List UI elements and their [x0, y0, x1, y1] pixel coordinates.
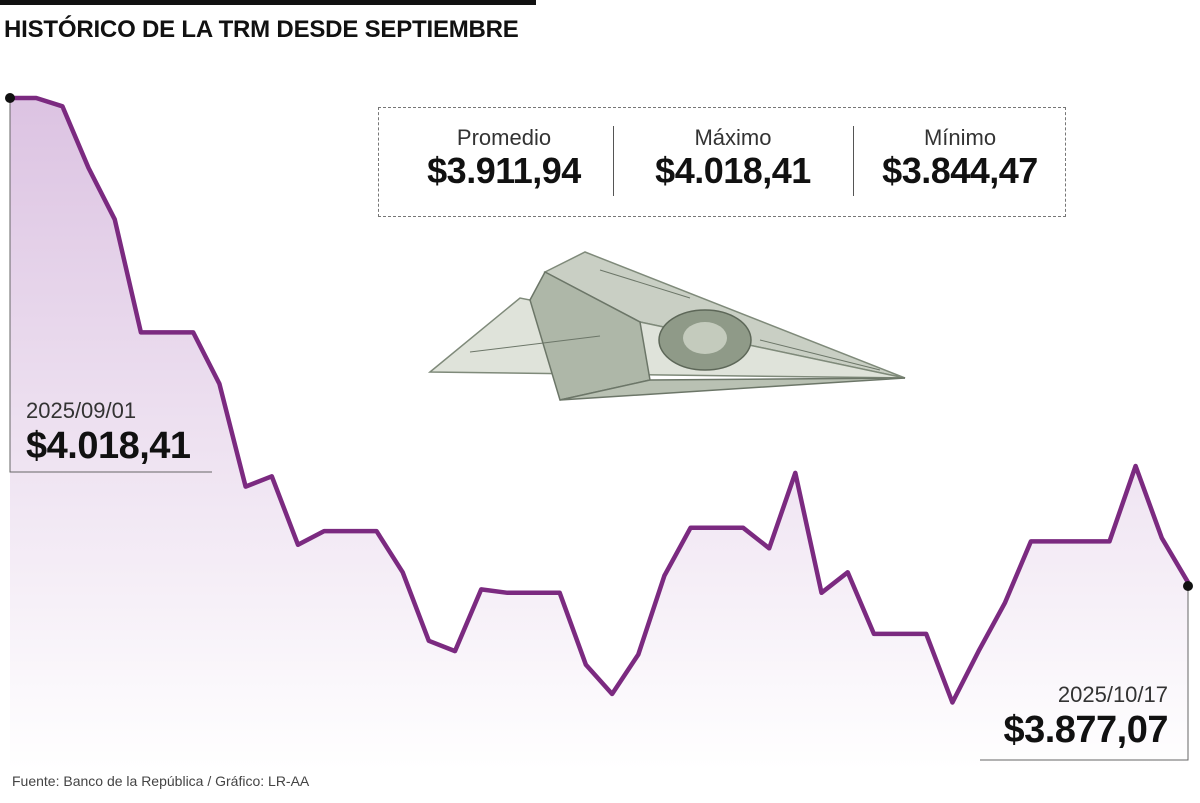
start-date-label: 2025/09/01	[26, 398, 137, 423]
data-point	[479, 587, 483, 591]
data-point	[113, 217, 117, 221]
data-point	[636, 653, 640, 657]
data-point	[191, 330, 195, 334]
end-point-marker	[1183, 581, 1193, 591]
data-point	[977, 649, 981, 653]
chart-title: HISTÓRICO DE LA TRM DESDE SEPTIEMBRE	[4, 16, 519, 43]
data-point	[846, 570, 850, 574]
source-note: Fuente: Banco de la República / Gráfico:…	[12, 773, 310, 789]
data-point	[1134, 464, 1138, 468]
start-callout: 2025/09/01 $4.018,41	[26, 398, 191, 468]
data-point	[715, 526, 719, 530]
data-point	[662, 574, 666, 578]
data-point	[924, 632, 928, 636]
series-line	[10, 95, 1190, 705]
data-point	[244, 485, 248, 489]
stat-average-value: $3.911,94	[427, 150, 581, 191]
data-point	[793, 471, 797, 475]
stat-minimum-value: $3.844,47	[882, 150, 1038, 191]
data-point	[1081, 539, 1085, 543]
data-point	[296, 543, 300, 547]
stat-maximum: Máximo $4.018,41	[623, 126, 843, 192]
data-point	[558, 591, 562, 595]
data-point	[60, 104, 64, 108]
stat-maximum-value: $4.018,41	[655, 150, 811, 191]
data-point	[453, 649, 457, 653]
stat-average-label: Promedio	[456, 125, 552, 150]
start-callout-leader	[9, 98, 212, 473]
data-point	[165, 330, 169, 334]
data-point	[375, 529, 379, 533]
data-point	[584, 663, 588, 667]
stats-box: Promedio $3.911,94 Máximo $4.018,41 Míni…	[378, 107, 1066, 217]
data-point	[87, 166, 91, 170]
data-point	[741, 526, 745, 530]
end-callout: 2025/10/17 $3.877,07	[1003, 682, 1168, 752]
data-point	[1055, 539, 1059, 543]
data-point	[1108, 539, 1112, 543]
data-point	[689, 526, 693, 530]
data-point	[139, 330, 143, 334]
data-point	[505, 591, 509, 595]
stat-average: Promedio $3.911,94	[397, 126, 611, 192]
stat-divider	[613, 126, 614, 196]
data-point	[1003, 601, 1007, 605]
data-point	[217, 382, 221, 386]
data-point	[950, 701, 954, 705]
end-value-label: $3.877,07	[1003, 709, 1168, 751]
end-date-label: 2025/10/17	[1057, 682, 1168, 707]
data-point	[348, 529, 352, 533]
data-point	[820, 591, 824, 595]
stat-minimum-label: Mínimo	[923, 125, 997, 150]
data-point	[872, 632, 876, 636]
data-point	[767, 546, 771, 550]
data-point	[1160, 536, 1164, 540]
data-point	[610, 692, 614, 696]
stat-maximum-label: Máximo	[694, 125, 772, 150]
data-point	[532, 591, 536, 595]
start-value-label: $4.018,41	[26, 425, 191, 467]
area-fill	[10, 98, 1188, 770]
start-point-marker	[5, 93, 15, 103]
data-point	[427, 639, 431, 643]
paper-plane-dollar-bill-icon	[427, 251, 906, 401]
data-point	[898, 632, 902, 636]
end-callout-leader	[980, 586, 1189, 761]
stat-minimum: Mínimo $3.844,47	[855, 126, 1065, 192]
data-point	[270, 474, 274, 478]
data-point	[322, 529, 326, 533]
top-rule	[0, 0, 536, 5]
data-point	[1029, 539, 1033, 543]
stat-divider	[853, 126, 854, 196]
data-point	[401, 570, 405, 574]
data-point	[34, 96, 38, 100]
